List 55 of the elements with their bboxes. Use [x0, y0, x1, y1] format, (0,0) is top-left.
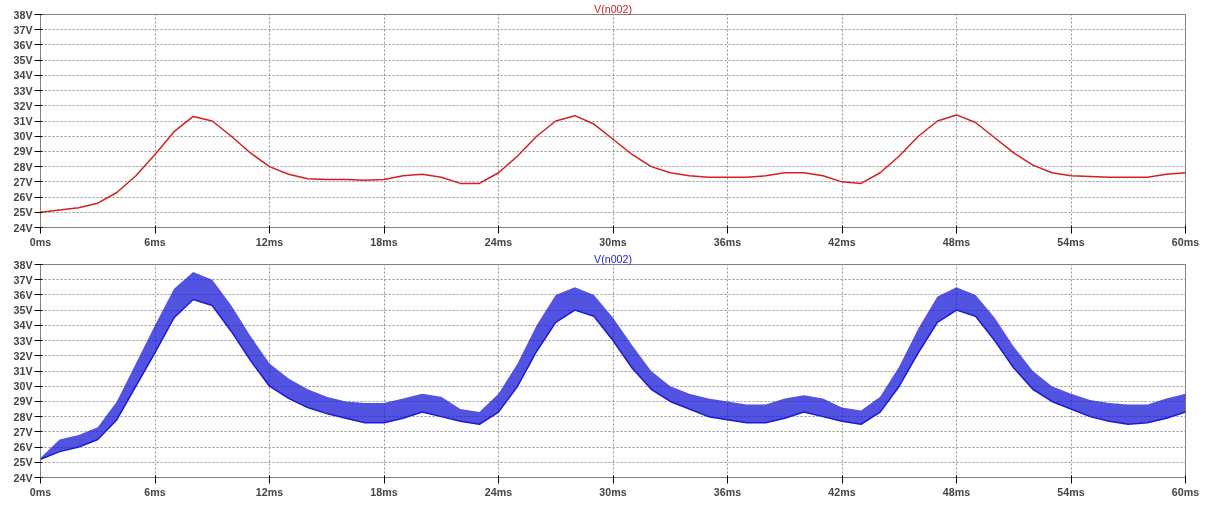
- y-tick-label: 26V: [13, 191, 34, 204]
- y-tick-label: 36V: [13, 288, 34, 301]
- y-tick-label: 32V: [13, 99, 34, 112]
- x-tick-label: 60ms: [1171, 485, 1200, 498]
- x-tick-label: 54ms: [1057, 235, 1085, 248]
- x-tick-label: 42ms: [828, 235, 856, 248]
- x-tick-label: 6ms: [144, 235, 166, 248]
- x-tick-label: 18ms: [370, 485, 398, 498]
- x-tick-label: 0ms: [29, 235, 52, 248]
- y-tick-label: 25V: [13, 206, 34, 219]
- y-tick-label: 24V: [13, 221, 34, 234]
- x-tick-label: 6ms: [144, 485, 166, 498]
- y-tick-label: 25V: [13, 456, 34, 469]
- y-tick-label: 24V: [13, 471, 34, 484]
- y-tick-label: 29V: [13, 395, 34, 408]
- y-tick-label: 27V: [13, 425, 34, 438]
- x-tick-label: 24ms: [484, 235, 513, 248]
- x-tick-label: 0ms: [29, 485, 52, 498]
- x-tick-label: 60ms: [1171, 235, 1200, 248]
- y-tick-label: 27V: [13, 175, 34, 188]
- y-tick-label: 34V: [13, 69, 34, 82]
- y-tick-label: 31V: [13, 365, 34, 377]
- y-tick-label: 32V: [13, 349, 34, 362]
- y-tick-label: 29V: [13, 145, 34, 158]
- x-tick-label: 24ms: [484, 485, 513, 498]
- text: V(n002): [594, 252, 632, 265]
- x-tick-label: 30ms: [599, 235, 627, 248]
- x-tick-label: 12ms: [255, 235, 284, 248]
- x-tick-label: 36ms: [713, 235, 742, 248]
- x-tick-label: 36ms: [713, 485, 742, 498]
- y-tick-label: 28V: [13, 410, 34, 423]
- x-tick-label: 30ms: [599, 485, 627, 498]
- y-tick-label: 31V: [13, 115, 34, 127]
- x-tick-label: 48ms: [942, 235, 971, 248]
- x-tick-label: 12ms: [255, 485, 284, 498]
- text: V(n002): [594, 2, 632, 15]
- y-tick-label: 30V: [13, 130, 34, 143]
- y-tick-label: 34V: [13, 319, 34, 332]
- y-tick-label: 37V: [13, 273, 34, 286]
- y-tick-label: 35V: [13, 54, 34, 67]
- y-tick-label: 35V: [13, 304, 34, 317]
- y-tick-label: 38V: [13, 8, 34, 21]
- line-series: [40, 114, 1186, 214]
- y-tick-label: 33V: [13, 334, 34, 347]
- y-tick-label: 30V: [13, 380, 34, 393]
- y-tick-label: 33V: [13, 84, 34, 97]
- y-tick-label: 28V: [13, 160, 34, 173]
- y-tick-label: 37V: [13, 23, 34, 36]
- y-tick-label: 36V: [13, 38, 34, 51]
- x-tick-label: 54ms: [1057, 485, 1085, 498]
- y-tick-label: 26V: [13, 441, 34, 454]
- y-tick-label: 38V: [13, 258, 34, 271]
- x-tick-label: 42ms: [828, 485, 856, 498]
- x-tick-label: 18ms: [370, 235, 398, 248]
- x-tick-label: 48ms: [942, 485, 971, 498]
